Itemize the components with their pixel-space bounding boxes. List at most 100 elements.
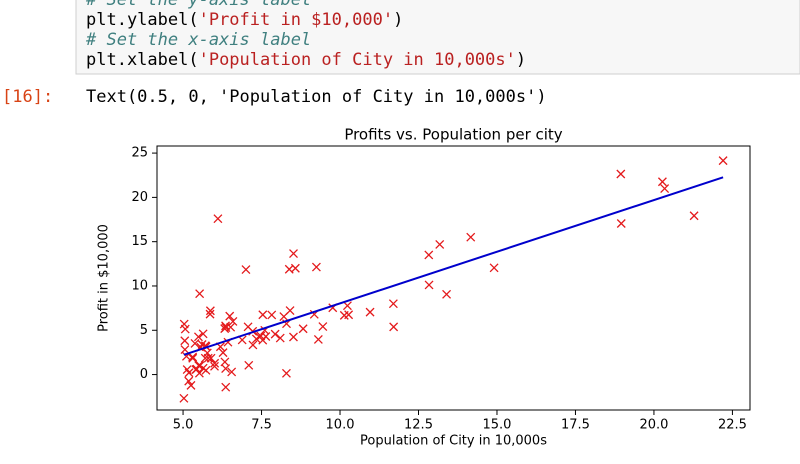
x-tick-label: 15.0 bbox=[483, 418, 512, 433]
code-token: ) bbox=[393, 10, 403, 30]
scatter-marker bbox=[270, 329, 280, 339]
code-line: # Set the y-axis label bbox=[85, 0, 311, 10]
scatter-marker bbox=[198, 329, 208, 339]
scatter-marker bbox=[227, 367, 237, 377]
scatter-marker bbox=[180, 336, 190, 346]
scatter-marker bbox=[248, 340, 258, 350]
scatter-marker bbox=[188, 353, 198, 363]
scatter-marker bbox=[689, 211, 699, 221]
scatter-marker bbox=[179, 319, 189, 329]
y-tick-label: 10 bbox=[131, 278, 148, 293]
scatter-marker bbox=[281, 368, 291, 378]
fit-line bbox=[183, 176, 724, 356]
prompt: [16]: bbox=[2, 87, 53, 107]
y-tick-label: 15 bbox=[131, 234, 148, 249]
x-tick-label: 10.0 bbox=[326, 418, 355, 433]
scatter-marker bbox=[221, 364, 231, 374]
scatter-marker bbox=[179, 393, 189, 403]
scatter-marker bbox=[313, 335, 323, 344]
output: Text(0.5, 0, 'Population of City in 10,0… bbox=[86, 87, 547, 107]
code-token: plt.xlabel( bbox=[86, 50, 199, 70]
code-token: 'Profit in $10,000' bbox=[199, 10, 393, 30]
code-line: plt.xlabel('Population of City in 10,000… bbox=[86, 50, 526, 70]
scatter-marker bbox=[194, 368, 204, 378]
scatter-marker bbox=[186, 380, 196, 390]
code: # Set the y-axis labelplt.ylabel('Profit… bbox=[85, 0, 526, 70]
scatter-marker bbox=[221, 321, 231, 331]
scatter-marker bbox=[616, 219, 626, 228]
scatter-marker bbox=[267, 310, 277, 320]
scatter-marker bbox=[289, 332, 298, 342]
y-tick-label: 20 bbox=[131, 190, 148, 205]
scatter-marker bbox=[718, 156, 728, 166]
scatter-marker bbox=[205, 309, 215, 319]
y-tick-label: 0 bbox=[140, 367, 148, 382]
scatter-marker bbox=[210, 361, 219, 371]
y-tick-label: 5 bbox=[140, 323, 148, 338]
code-line: # Set the x-axis label bbox=[85, 30, 311, 50]
chart: Profits vs. Population per city Populatio… bbox=[97, 126, 751, 449]
scatter-marker bbox=[342, 301, 352, 311]
scatter-marker bbox=[200, 353, 210, 363]
scatter-marker bbox=[184, 376, 194, 386]
scatter-marker bbox=[244, 360, 254, 370]
scatter-marker bbox=[193, 332, 203, 342]
scatter-marker bbox=[616, 169, 626, 179]
scatter-marker bbox=[213, 214, 223, 224]
x-tick-label: 7.5 bbox=[251, 418, 272, 433]
scatter-marker bbox=[205, 306, 215, 316]
code-token: plt.ylabel( bbox=[86, 10, 199, 30]
scatter-marker bbox=[241, 265, 251, 275]
code-cell bbox=[75, 0, 800, 75]
chart-title: Profits vs. Population per city bbox=[344, 126, 562, 144]
scatter-marker bbox=[184, 368, 194, 378]
scatter-marker bbox=[203, 353, 213, 363]
plot-frame bbox=[156, 145, 751, 411]
scatter-marker bbox=[226, 322, 236, 332]
scatter-marker bbox=[424, 250, 434, 260]
scatter-marker bbox=[261, 332, 271, 341]
scatter-marker bbox=[201, 365, 211, 375]
scatter-marker bbox=[489, 263, 499, 273]
scatter-marker bbox=[192, 364, 202, 374]
y-axis-label: Profit in $10,000 bbox=[97, 224, 112, 332]
scatter-marker bbox=[289, 249, 298, 258]
scatter-marker bbox=[218, 348, 228, 358]
y-tick-label: 25 bbox=[131, 146, 148, 161]
code-token: # Set the y-axis label bbox=[85, 0, 311, 10]
x-axis-label: Population of City in 10,000s bbox=[360, 434, 547, 449]
code-token: 'Population of City in 10,000s' bbox=[199, 50, 516, 70]
scatter-marker bbox=[228, 316, 238, 326]
scatter-marker bbox=[442, 289, 452, 299]
x-tick-label: 5.0 bbox=[173, 418, 194, 433]
scatter-marker bbox=[466, 232, 476, 242]
scatter-marker bbox=[298, 324, 308, 334]
scatter-marker bbox=[190, 338, 200, 348]
scatter-marker bbox=[424, 280, 434, 290]
scatter-marker bbox=[258, 310, 268, 320]
scatter-marker bbox=[188, 352, 198, 362]
code-token: ) bbox=[516, 50, 526, 70]
code-token: # Set the x-axis label bbox=[85, 30, 311, 50]
x-tick-label: 17.5 bbox=[561, 418, 590, 433]
scatter-marker bbox=[311, 262, 321, 272]
scatter-marker bbox=[290, 263, 300, 273]
scatter-marker bbox=[221, 382, 231, 392]
scatter-marker bbox=[225, 311, 235, 321]
scatter-marker bbox=[365, 307, 375, 317]
code-line: plt.ylabel('Profit in $10,000') bbox=[86, 10, 403, 30]
scatter-marker bbox=[318, 322, 328, 332]
x-tick-label: 20.0 bbox=[639, 418, 668, 433]
scatter-marker bbox=[344, 310, 354, 320]
scatter-marker bbox=[435, 239, 445, 249]
scatter-marker bbox=[279, 312, 289, 322]
scatter-marker bbox=[660, 184, 670, 194]
scatter-marker bbox=[275, 333, 285, 343]
scatter-marker bbox=[180, 345, 190, 355]
scatter-marker bbox=[389, 322, 399, 332]
scatter-marker bbox=[195, 289, 205, 299]
scatter-marker bbox=[657, 177, 667, 187]
x-tick-label: 22.5 bbox=[718, 418, 747, 433]
